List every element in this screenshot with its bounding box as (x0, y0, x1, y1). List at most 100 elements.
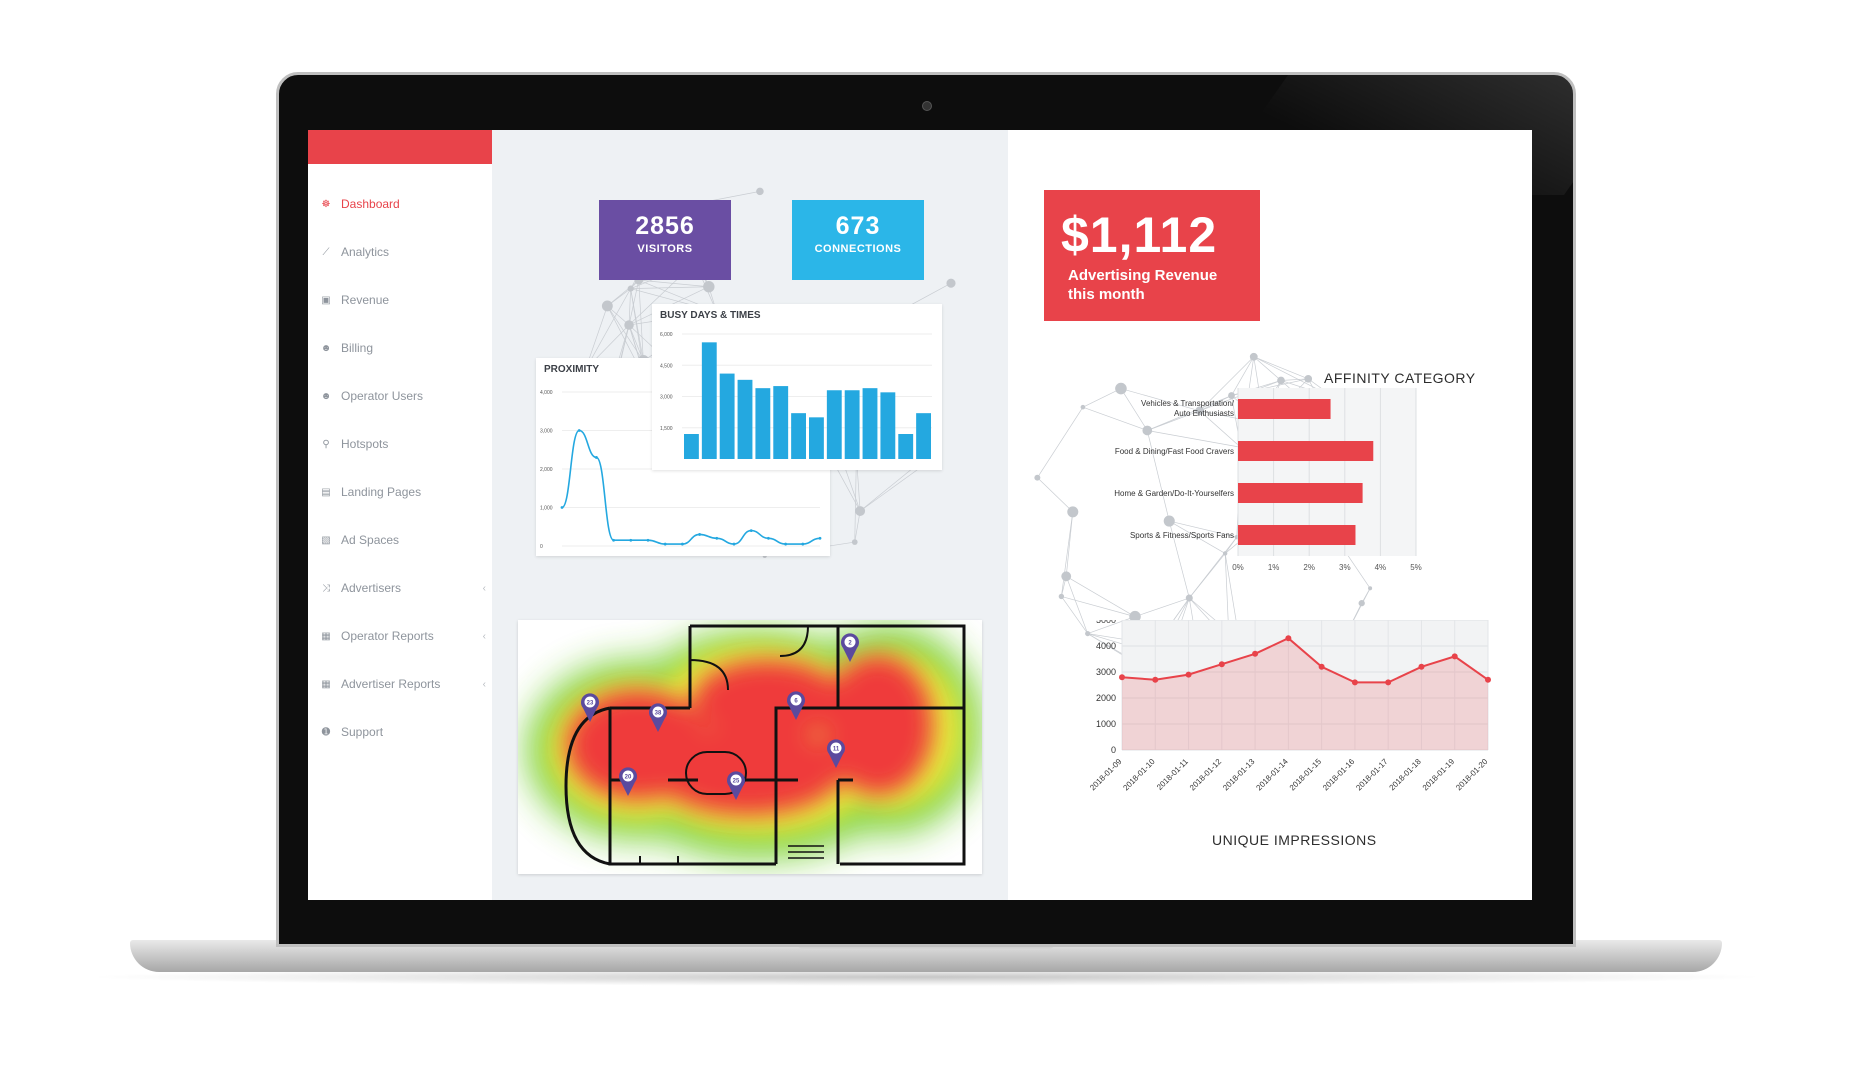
sidebar-item-ad-spaces[interactable]: ▧ Ad Spaces (308, 516, 492, 564)
impressions-point (1152, 676, 1159, 683)
network-node (1058, 593, 1065, 600)
affinity-category-label: Sports & Fitness/Sports Fans (1130, 531, 1234, 540)
floor-heatmap[interactable]: 23 38 20 25 6 11 2 (518, 620, 983, 874)
sidebar-item-advertiser-reports[interactable]: ▦ Advertiser Reports ‹ (308, 660, 492, 708)
proximity-point (818, 536, 822, 540)
impressions-point (1451, 653, 1458, 660)
users-icon: ☻ (320, 342, 332, 354)
impressions-ytick: 4000 (1096, 641, 1116, 651)
busy-bar (737, 379, 753, 459)
network-node (1085, 631, 1091, 637)
sidebar-item-label: Support (341, 725, 384, 739)
network-line (638, 280, 644, 361)
impressions-point (1119, 674, 1125, 681)
network-line (1147, 430, 1241, 448)
visitors-label: VISITORS (637, 243, 693, 255)
network-line (1082, 406, 1148, 431)
affinity-bar (1238, 441, 1374, 461)
revenue-card[interactable]: $1,112 Advertising Revenue this month (1044, 190, 1260, 321)
sidebar-item-landing-pages[interactable]: ▤ Landing Pages (308, 468, 492, 516)
network-node (855, 506, 866, 516)
busy-days-chart-card[interactable]: BUSY DAYS & TIMES 6,000 4,500 3,000 1,500 (652, 304, 942, 470)
sidebar-item-operator-users[interactable]: ☻ Operator Users (308, 372, 492, 420)
network-node (1228, 392, 1235, 399)
pin-label: 25 (733, 779, 740, 785)
proximity-point (681, 542, 684, 546)
proximity-point (612, 538, 615, 542)
network-line (1231, 356, 1255, 396)
network-node (627, 285, 634, 292)
heat-red-layer (566, 655, 933, 815)
network-node (1185, 594, 1193, 602)
network-line (1199, 356, 1255, 412)
network-line (607, 279, 639, 307)
busy-days-title: BUSY DAYS & TIMES (660, 310, 761, 321)
busy-bar (791, 413, 806, 459)
impressions-ytick: 3000 (1096, 667, 1116, 677)
visitors-count: 2856 (635, 212, 695, 240)
sidebar-item-billing[interactable]: ☻ Billing (308, 324, 492, 372)
network-line (1087, 616, 1136, 634)
impressions-line (1121, 637, 1489, 684)
busy-bar (755, 388, 771, 459)
busy-bar (701, 342, 717, 459)
sidebar-item-label: Advertiser Reports (341, 677, 441, 691)
proximity-point (749, 529, 753, 532)
impressions-xtick: 2018-01-10 (1121, 757, 1157, 793)
sidebar-item-advertisers[interactable]: ⤨ Advertisers ‹ (308, 564, 492, 612)
network-node (946, 278, 956, 288)
heatmap-pin: 25 (727, 771, 745, 800)
impressions-point (1385, 679, 1392, 686)
busy-bar (773, 386, 789, 459)
affinity-category-label: Food & Dining/Fast Food Cravers (1115, 447, 1234, 456)
sidebar-item-support[interactable]: ➊ Support (308, 708, 492, 756)
sidebar-item-analytics[interactable]: ⟋ Analytics (308, 228, 492, 276)
sidebar-item-label: Operator Users (341, 389, 424, 403)
sidebar-item-label: Landing Pages (341, 485, 422, 499)
sidebar-brand-bar (308, 130, 492, 164)
sidebar-item-hotspots[interactable]: ⚲ Hotspots (308, 420, 492, 468)
proximity-title: PROXIMITY (544, 364, 600, 375)
sidebar-item-dashboard[interactable]: ☸ Dashboard (308, 180, 492, 228)
busy-bar (916, 413, 931, 459)
busy-bar (844, 390, 860, 459)
line-chart-icon: ⟋ (322, 246, 330, 258)
network-line (1169, 520, 1226, 554)
sidebar-item-revenue[interactable]: ▣ Revenue (308, 276, 492, 324)
pin-label: 11 (833, 747, 840, 753)
busy-bar (719, 373, 735, 459)
floor-plan-walls (564, 624, 966, 866)
busy-bar (826, 390, 842, 459)
visitors-stat-card[interactable]: 2856 VISITORS (599, 200, 731, 280)
network-line (1147, 395, 1232, 431)
pin-dot (622, 770, 634, 782)
network-line (638, 279, 709, 288)
impressions-xtick: 2018-01-14 (1254, 757, 1290, 793)
network-line (1061, 511, 1074, 597)
heatmap-pin: 11 (827, 739, 845, 768)
affinity-bar (1238, 525, 1356, 545)
impressions-plot-bg (1122, 620, 1488, 750)
impressions-area (1122, 638, 1488, 750)
network-line (628, 288, 632, 326)
pin-dot (790, 694, 802, 706)
network-node (1195, 406, 1205, 416)
network-line (1169, 520, 1237, 538)
file-image-icon: ▧ (321, 534, 331, 546)
network-line (628, 280, 640, 326)
network-line (1037, 477, 1074, 513)
heatmap-pin: 20 (619, 767, 637, 796)
impressions-ytick: 1000 (1096, 719, 1116, 729)
busy-bar (898, 434, 914, 459)
impressions-point (1418, 663, 1425, 670)
table-icon: ▦ (321, 678, 331, 690)
proximity-point (715, 536, 719, 540)
connections-stat-card[interactable]: 673 CONNECTIONS (792, 200, 924, 280)
heatmap-pins: 23 38 20 25 6 11 2 (581, 633, 859, 800)
affinity-bar (1238, 483, 1363, 503)
dashboard-panel: 2856 VISITORS 673 CONNECTIONS PROXIMITY … (492, 130, 1008, 900)
chevron-left-icon: ‹ (482, 678, 486, 690)
sidebar-item-operator-reports[interactable]: ▦ Operator Reports ‹ (308, 612, 492, 660)
affinity-chart: 0% 1% 2% 3% 4% 5% Vehicles & Transportation/Au… (1114, 388, 1422, 572)
pin-label: 38 (655, 711, 662, 717)
